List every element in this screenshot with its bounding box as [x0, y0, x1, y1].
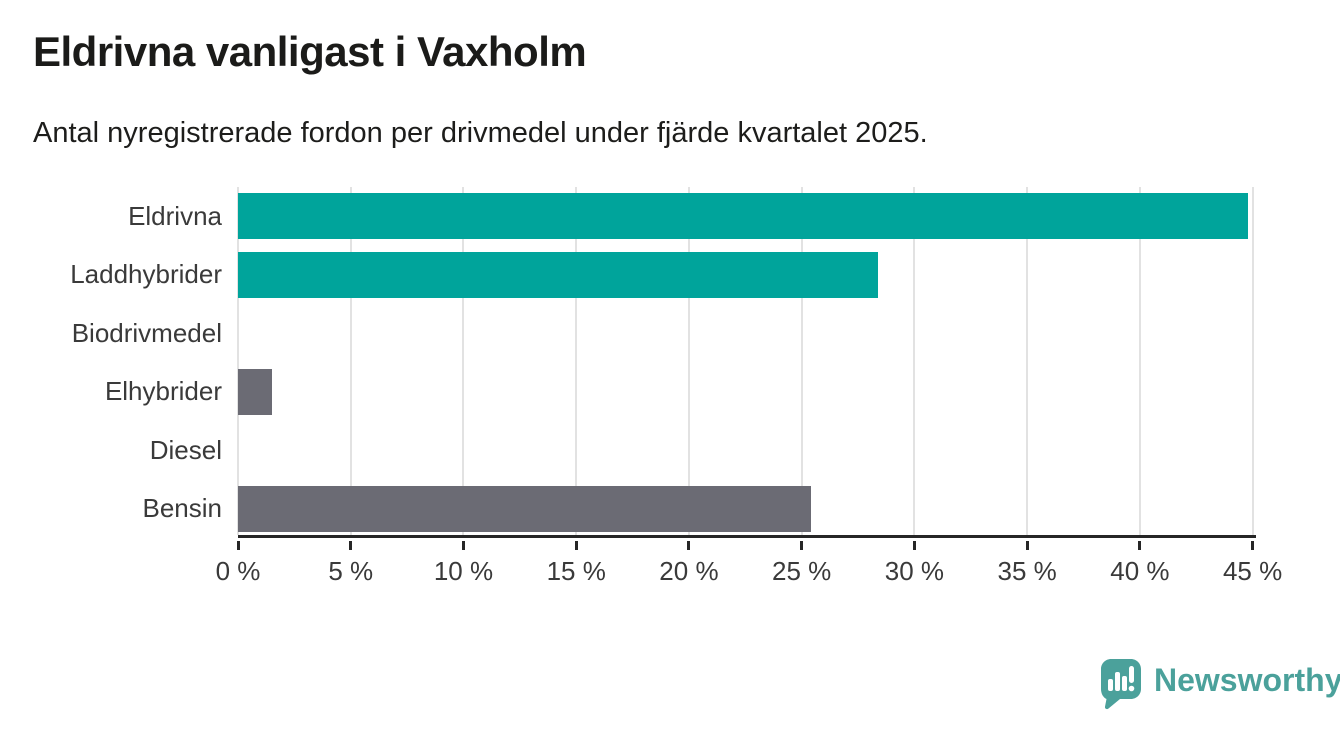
y-axis-label-diesel: Diesel [149, 434, 222, 465]
newsworthy-icon [1101, 659, 1141, 710]
x-tick-mark [236, 541, 240, 550]
x-tick-mark [912, 541, 916, 550]
y-axis-label-elhybrider: Elhybrider [104, 376, 222, 407]
x-tick-mark [1025, 541, 1029, 550]
x-tick-mark [1251, 541, 1255, 550]
chart-subtitle: Antal nyregistrerade fordon per drivmede… [33, 117, 928, 149]
gridline [800, 187, 803, 535]
gridline [1026, 187, 1029, 535]
gridline [349, 187, 352, 535]
y-axis-label-biodrivmedel: Biodrivmedel [71, 317, 222, 348]
gridline [237, 187, 239, 535]
x-tick-label: 0 % [215, 556, 261, 586]
gridline [1251, 187, 1254, 535]
chart-title: Eldrivna vanligast i Vaxholm [33, 28, 587, 75]
x-tick-label: 25 % [772, 556, 832, 586]
x-tick-label: 15 % [546, 556, 606, 586]
x-tick-label: 35 % [997, 556, 1057, 586]
gridline [462, 187, 465, 535]
x-tick-label: 20 % [659, 556, 719, 586]
x-tick-mark [461, 541, 465, 550]
bar-bensin [238, 485, 811, 532]
bar-laddhybrider [238, 251, 879, 298]
y-axis-label-laddhybrider: Laddhybrider [70, 259, 222, 290]
x-tick-label: 5 % [328, 556, 374, 586]
bar-elhybrider [238, 368, 272, 415]
x-tick-mark [687, 541, 691, 550]
newsworthy-logo-text: Newsworthy [1154, 662, 1340, 698]
x-tick-label: 10 % [433, 556, 494, 586]
x-tick-mark [349, 541, 353, 550]
y-axis-labels: Eldrivna Laddhybrider Biodrivmedel Elhybrid… [0, 187, 222, 538]
x-tick-mark [574, 541, 578, 550]
gridline [687, 187, 690, 535]
x-tick-mark [800, 541, 804, 550]
newsworthy-logo: Newsworthy [1100, 658, 1340, 710]
y-axis-label-eldrivna: Eldrivna [128, 200, 222, 231]
bar-eldrivna [238, 193, 1249, 240]
x-tick-label: 45 % [1222, 556, 1283, 586]
x-axis: 0 % 5 % 10 % 15 % 20 % 25 % 30 % 35 % 40 % 45 % [216, 541, 1282, 591]
gridline [913, 187, 916, 535]
gridline [575, 187, 578, 535]
x-tick-mark [1138, 541, 1142, 550]
y-axis-label-bensin: Bensin [142, 493, 223, 524]
gridline [1138, 187, 1141, 535]
plot-area [237, 187, 1256, 538]
x-tick-label: 30 % [884, 556, 945, 586]
x-tick-label: 40 % [1110, 556, 1170, 586]
